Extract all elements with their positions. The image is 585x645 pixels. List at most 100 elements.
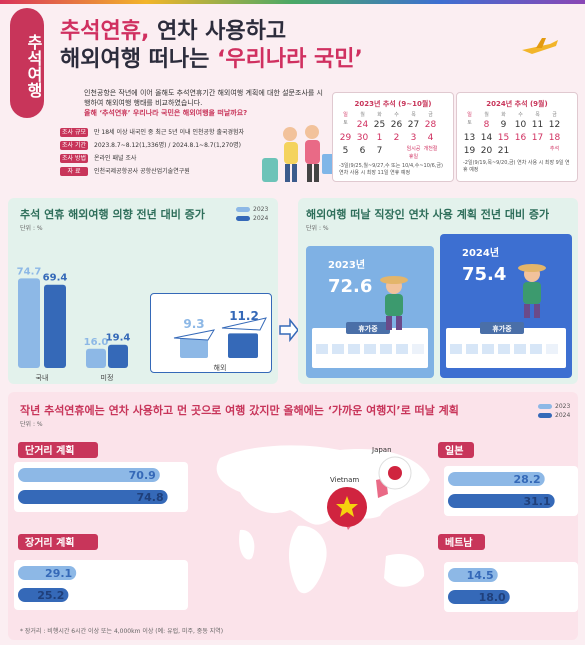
travelers-illustration: [262, 125, 334, 182]
bar-label-2024-2: 11.2: [229, 309, 259, 323]
legend3-2023: 2023: [555, 403, 571, 410]
calendar-cell: 18: [548, 133, 561, 143]
dest-tag-label-0: 단거리 계획: [25, 444, 74, 457]
calendar-cell: 17: [531, 133, 544, 143]
leave-card-day-1-4: [514, 344, 526, 354]
calendar-cell: 일: [467, 112, 472, 118]
calendar-cell: 10: [514, 120, 527, 130]
plane-icon-2024: [221, 317, 267, 331]
traveler-hat-1: [518, 264, 546, 272]
leave-card-day-0-5: [396, 344, 408, 354]
calendar-cell: 28: [424, 120, 437, 130]
top-color-stripe: [0, 0, 585, 4]
calendar-cell: 26: [390, 120, 403, 130]
calendar-cell: 20: [480, 146, 493, 156]
legend-2023: 2023: [253, 206, 269, 213]
legend-2024: 2024: [253, 215, 269, 222]
calendar-cell: 25: [373, 120, 386, 130]
calendar-cell: 9: [500, 120, 507, 130]
calendar-cell: 토: [343, 120, 348, 126]
calendar-cell: 화: [501, 112, 506, 118]
dest-bar-2023-2: [448, 472, 545, 486]
dest-tag-bg-0: [18, 442, 98, 458]
bar-2024-0: [44, 284, 66, 368]
dest-value-2024-0: 74.8: [136, 491, 163, 504]
bar-label-2024-0: 69.4: [43, 273, 68, 284]
plane-icon-2023: [173, 329, 216, 341]
meta-row: 조사 기간 2023.8.7~8.12(1,336명) / 2024.8.1~8.…: [60, 141, 241, 151]
dest-tag-bg-2: [438, 442, 474, 458]
traveler-body-0: [385, 294, 403, 316]
calendar: 2023년 추석 (9~10월) 일 월 화 수 목 금 토 24 25 26 27 28 29 30 1 2 3…: [332, 92, 454, 182]
calendar-cell: 3: [410, 133, 417, 143]
leave-card-day-1-6: [546, 344, 558, 354]
calendar-cell: 2: [393, 133, 400, 143]
map-label-japan: Japan: [372, 446, 392, 454]
leave-card-tag-bg-0: [346, 322, 390, 334]
dest-bar-2024-2: [448, 494, 555, 508]
calendar-cell: 목: [535, 112, 540, 118]
panel3-legend: 2023 2024: [538, 402, 570, 420]
title-highlight: 추석연휴,: [60, 19, 150, 44]
calendar-cell: 금: [428, 112, 433, 118]
chart-travel-intention: 74.769.4 국내 16.019.4 미정 9.3 11.2 해외: [17, 266, 267, 382]
intro-p1: 인천공항은 작년에 이어 올해도 추석연휴기간 해외여행 계획에 대한 설문조사…: [84, 89, 323, 107]
calendar-title: 2023년 추석 (9~10월): [354, 100, 432, 108]
calendar-cell: 5: [342, 146, 349, 156]
intro-text: 인천공항은 작년에 이어 올해도 추석연휴기간 해외여행 계획에 대한 설문조사…: [84, 88, 324, 118]
leave-card-year-0: 2023년: [328, 258, 365, 271]
leave-card-day-1-2: [482, 344, 494, 354]
calendar-cell: 21: [497, 146, 510, 156]
dest-value-2023-1: 29.1: [45, 567, 72, 580]
panel3-title: 작년 추석연휴에는 연차 사용하고 먼 곳으로 여행 갔지만 올해에는 ‘가까운…: [20, 404, 459, 417]
leave-card-value-1: 75.4: [462, 264, 506, 285]
calendar-grid: 일 월 화 수 목 금 토 24 25 26 27 28 29 30 1 2 3 4 5 6 7 임시공휴일 개천절: [333, 109, 453, 163]
japan-flag-icon: [378, 456, 412, 490]
leave-card-tag-0: 휴가중: [358, 324, 378, 333]
bar-2023-2: [180, 337, 208, 358]
traveler-body-1: [523, 282, 541, 304]
calendar-cell: 30: [356, 133, 369, 143]
leave-card-value-0: 72.6: [328, 276, 372, 297]
calendar-cell: 27: [407, 120, 420, 130]
calendar-cell: 월: [360, 112, 365, 118]
dest-value-2024-3: 18.0: [479, 591, 506, 604]
meta-tag: 조사 방법: [60, 154, 88, 163]
world-map: [216, 445, 430, 594]
bar-label-2023-1: 16.0: [84, 337, 109, 348]
dest-bar-2024-1: [18, 588, 69, 602]
meta-text: 만 18세 이상 내국인 중 최근 5년 이내 인천공항 출국경험자: [94, 129, 245, 136]
calendar-cell: 16: [514, 133, 527, 143]
leave-card-day-0-0: [316, 344, 328, 354]
meta-tag: 조사 기간: [60, 141, 88, 150]
dest-value-2024-2: 31.1: [523, 495, 550, 508]
calendar-cell: 토: [467, 120, 472, 126]
bar-label-2024-1: 19.4: [106, 333, 131, 344]
calendar-cell: 4: [427, 133, 434, 143]
calendar-cell: 목: [411, 112, 416, 118]
traveler-leg-l-1: [524, 304, 530, 318]
calendar-grid: 일 월 화 수 목 금 토 8 9 10 11 12 13 14 15 16 17 18 19 20 21 추석: [457, 109, 577, 160]
calendar-cell: 19: [463, 146, 476, 156]
dest-bar-2024-3: [448, 590, 510, 604]
meta-tag: 자 료: [60, 167, 88, 176]
dest-value-2023-0: 70.9: [129, 469, 156, 482]
calendar-cell: 임시공휴일: [406, 146, 421, 160]
calendar-cell: 24: [356, 120, 369, 130]
dest-bar-2024-0: [18, 490, 168, 504]
meta-row: 조사 방법 온라인 패널 조사: [60, 154, 136, 164]
leave-card-day-1-0: [450, 344, 462, 354]
dest-tag-bg-1: [18, 534, 98, 550]
calendar-cell: 29: [339, 133, 352, 143]
page-title: 추석연휴, 연차 사용하고 해외여행 떠나는 ‘우리나라 국민’: [60, 18, 363, 74]
bar-2024-2: [228, 333, 258, 358]
meta-text: 2023.8.7~8.12(1,336명) / 2024.8.1~8.7(1,2…: [94, 142, 241, 149]
traveler-leg-r-1: [534, 304, 540, 318]
leave-card-tag-bg-1: [480, 322, 524, 334]
panel3-unit: 단위 : %: [20, 421, 43, 428]
leave-card-day-0-4: [380, 344, 392, 354]
meta-row: 조사 규모 만 18세 이상 내국인 중 최근 5년 이내 인천공항 출국경험자: [60, 128, 244, 138]
calendar-cell: 1: [376, 133, 383, 143]
legend3-2024: 2024: [555, 412, 571, 419]
